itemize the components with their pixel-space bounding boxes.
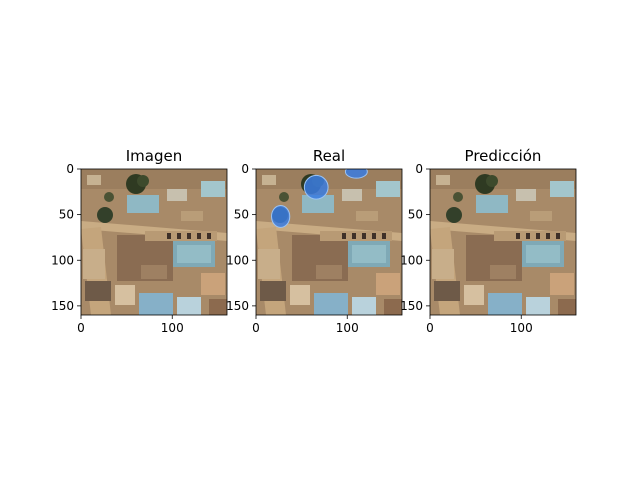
segmentation-mask bbox=[271, 205, 291, 228]
y-tick-label: 0 bbox=[415, 162, 423, 176]
x-tick-label: 100 bbox=[510, 321, 533, 335]
image-panel: Predicción 0 100 0 50 100 150 bbox=[400, 147, 577, 335]
y-tick-label: 150 bbox=[226, 299, 249, 313]
y-tick-label: 100 bbox=[400, 253, 423, 267]
y-tick-label: 150 bbox=[400, 299, 423, 313]
axes-frame bbox=[80, 168, 228, 316]
y-tick-label: 50 bbox=[408, 208, 423, 222]
y-tick-label: 100 bbox=[226, 253, 249, 267]
x-tick-label: 0 bbox=[252, 321, 260, 335]
panel-title: Imagen bbox=[126, 147, 182, 165]
x-tick-label: 100 bbox=[336, 321, 359, 335]
y-tick-label: 100 bbox=[51, 253, 74, 267]
x-tick-label: 0 bbox=[426, 321, 434, 335]
segmentation-mask bbox=[303, 174, 329, 200]
aerial-image bbox=[81, 169, 227, 315]
aerial-image bbox=[430, 169, 576, 315]
panel-title: Real bbox=[313, 147, 345, 165]
y-tick-label: 50 bbox=[59, 208, 74, 222]
axes-frame bbox=[429, 168, 577, 316]
axes-frame bbox=[255, 168, 403, 316]
image-panel: Imagen 0 100 0 50 100 150 bbox=[51, 147, 228, 335]
y-tick-label: 150 bbox=[51, 299, 74, 313]
aerial-image bbox=[256, 169, 402, 315]
x-tick-label: 100 bbox=[161, 321, 184, 335]
image-panel: Real 0 100 0 50 100 150 bbox=[226, 147, 403, 335]
y-tick-label: 0 bbox=[66, 162, 74, 176]
segmentation-mask bbox=[344, 169, 368, 179]
y-tick-label: 0 bbox=[241, 162, 249, 176]
y-tick-label: 50 bbox=[234, 208, 249, 222]
x-tick-label: 0 bbox=[77, 321, 85, 335]
panel-title: Predicción bbox=[465, 147, 542, 165]
